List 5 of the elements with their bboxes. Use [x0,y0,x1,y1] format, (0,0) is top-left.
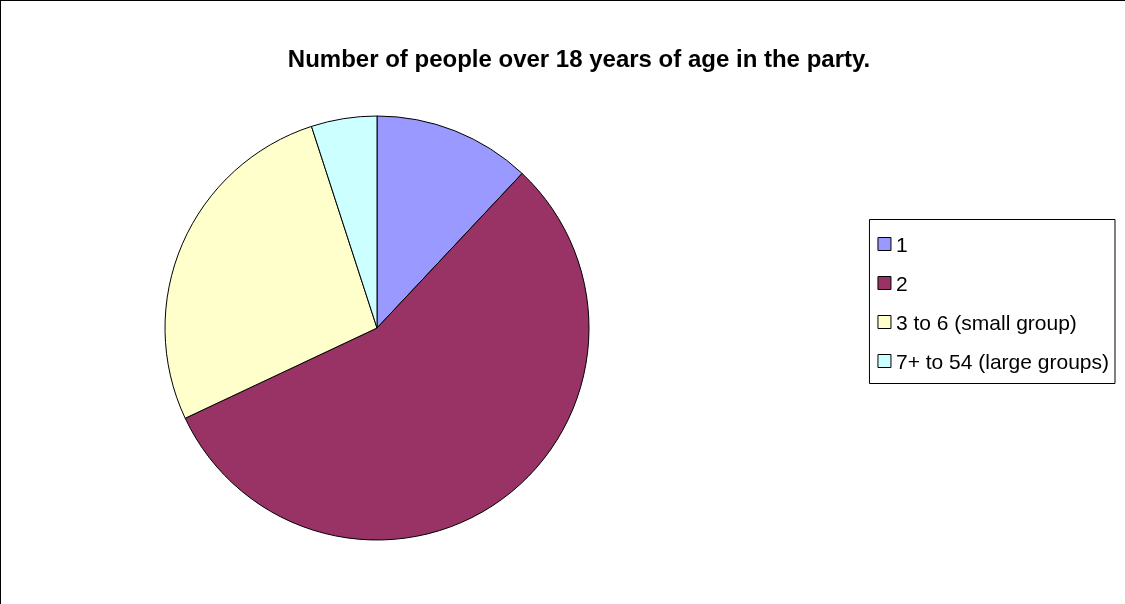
legend-label: 7+ to 54 (large groups) [895,349,1109,373]
chart-title: Number of people over 18 years of age in the party. [287,44,871,72]
legend-label: 3 to 6 (small group) [895,310,1077,334]
legend-label: 1 [895,232,908,256]
legend-label: 2 [895,271,908,295]
